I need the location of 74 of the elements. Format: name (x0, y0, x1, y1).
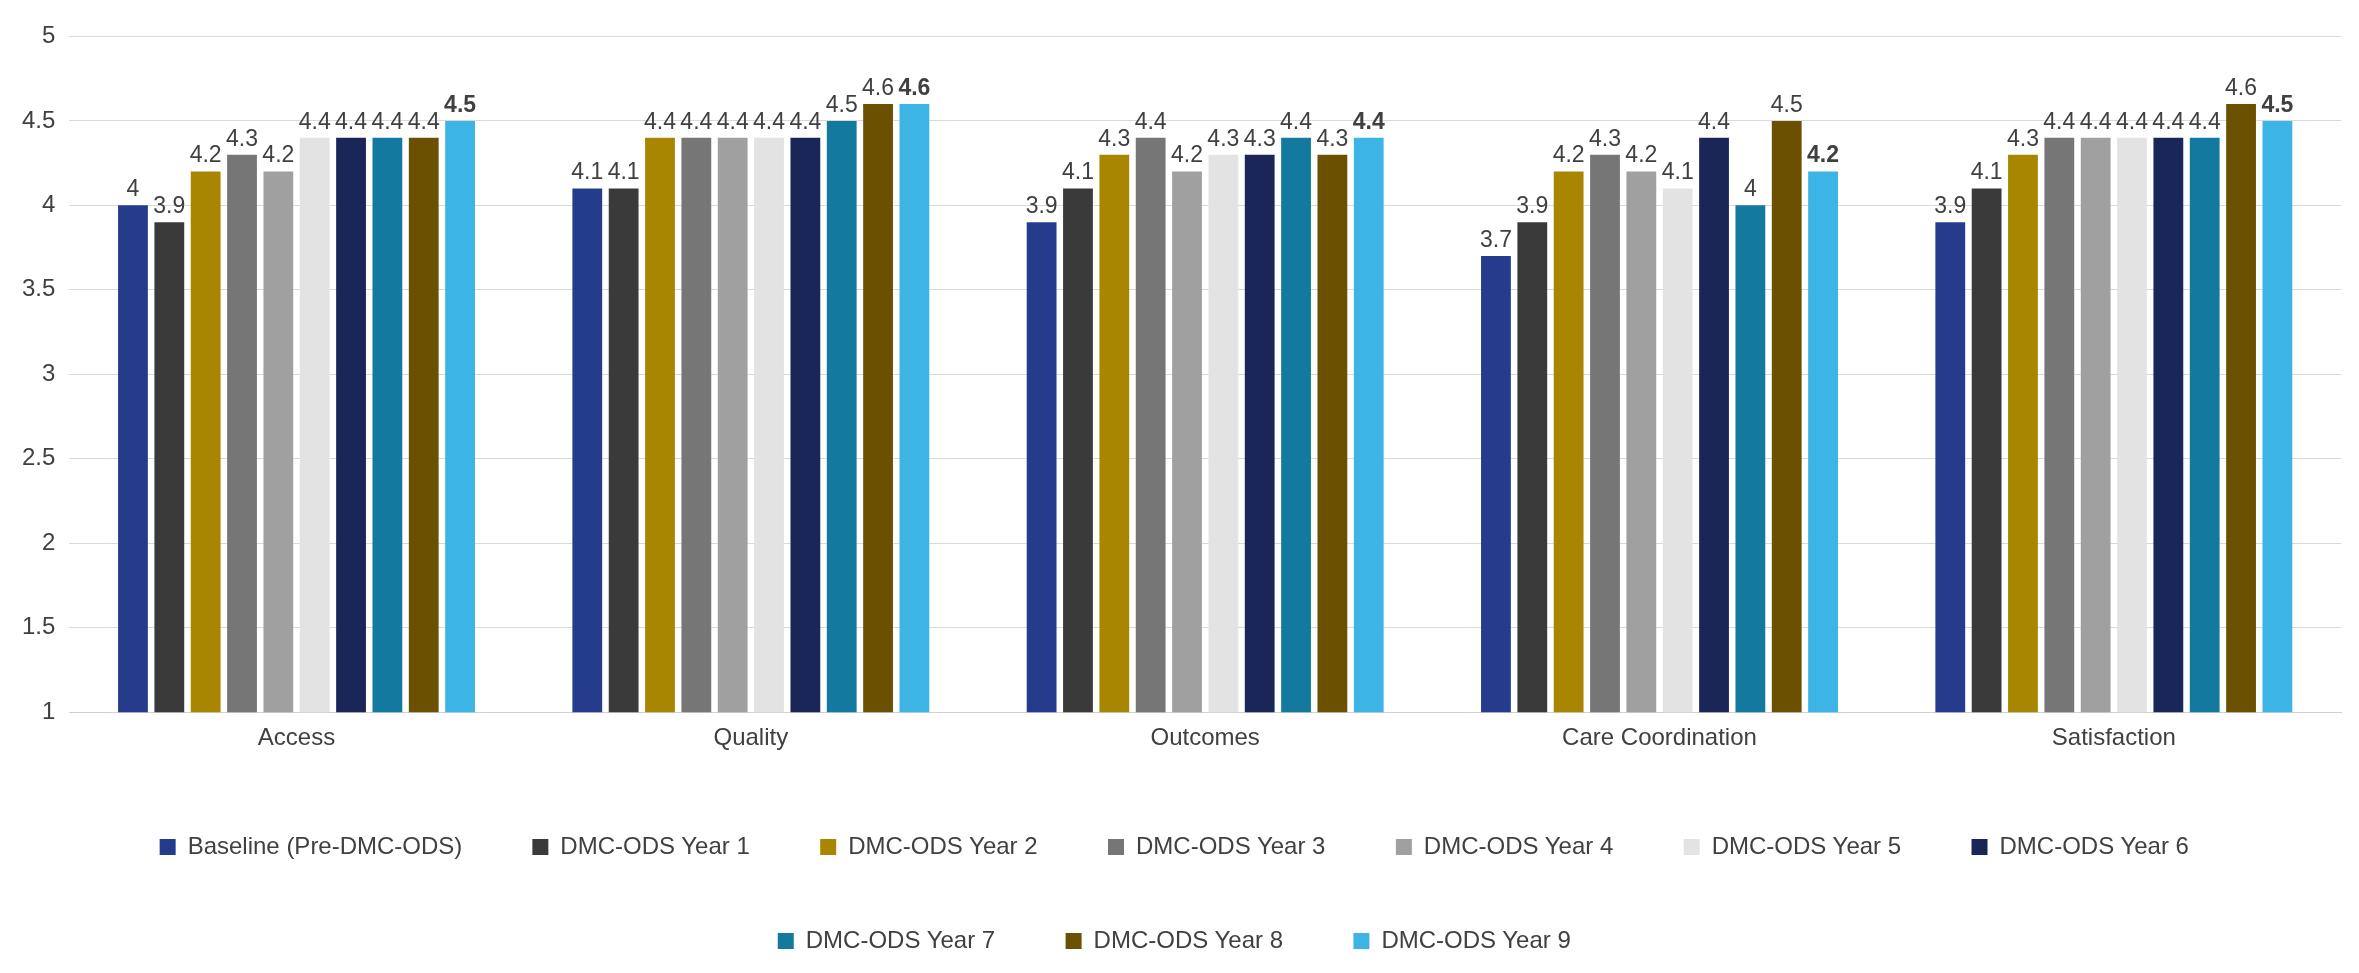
y-tick-label: 1.5 (21, 612, 56, 640)
x-tick-label: Satisfaction (2051, 723, 2176, 751)
data-label: 4.5 (444, 90, 477, 117)
y-tick-label: 3 (42, 358, 56, 386)
data-label: 3.9 (1516, 192, 1549, 219)
data-label: 4.3 (1207, 124, 1240, 151)
legend-label: DMC-ODS Year 2 (848, 831, 1038, 859)
data-label: 4.6 (862, 73, 895, 100)
legend-label: DMC-ODS Year 8 (1093, 925, 1283, 953)
data-label: 4.3 (1589, 124, 1621, 151)
legend-label: DMC-ODS Year 7 (805, 925, 996, 953)
data-label: 4.2 (1552, 141, 1585, 168)
legend-label: DMC-ODS Year 9 (1381, 925, 1571, 953)
x-tick-label: Care Coordination (1562, 723, 1757, 751)
data-label: 4.5 (825, 90, 858, 117)
data-label: 4.4 (335, 107, 368, 134)
data-label: 4.4 (2079, 107, 2112, 134)
data-label: 4.1 (607, 158, 640, 185)
data-label: 4.1 (1061, 158, 1094, 185)
data-label: 4.6 (2225, 73, 2258, 100)
data-label: 4.3 (1098, 124, 1131, 151)
legend-label: DMC-ODS Year 5 (1711, 831, 1902, 859)
data-label: 4.2 (1171, 141, 1203, 168)
x-tick-label: Access (257, 723, 336, 751)
data-label: 4.2 (262, 141, 295, 168)
data-label: 4.1 (1970, 158, 2003, 185)
y-tick-label: 2.5 (21, 443, 56, 471)
data-label: 4.3 (1243, 124, 1276, 151)
x-tick-label: Outcomes (1150, 723, 1260, 751)
legend-label: DMC-ODS Year 3 (1136, 831, 1326, 859)
data-label: 4.4 (2043, 107, 2076, 134)
data-label: 4.5 (2261, 90, 2294, 117)
y-tick-label: 1 (42, 696, 56, 724)
legend-label: Baseline (Pre-DMC-ODS) (187, 831, 463, 859)
data-label: 3.9 (153, 192, 186, 219)
data-label: 3.9 (1025, 192, 1058, 219)
data-label: 4.4 (1698, 107, 1731, 134)
data-label: 4 (126, 175, 140, 202)
data-label: 4.4 (2188, 107, 2221, 134)
data-label: 4.2 (1625, 141, 1658, 168)
data-label: 4.4 (1134, 107, 1167, 134)
y-tick-label: 5 (42, 21, 56, 49)
y-tick-label: 4 (42, 189, 56, 217)
data-label: 4.3 (226, 124, 258, 151)
data-label: 4 (1743, 175, 1757, 202)
data-label: 4.4 (680, 107, 713, 134)
data-label: 4.4 (1352, 107, 1385, 134)
data-label: 4.4 (789, 107, 822, 134)
data-label: 4.3 (2006, 124, 2039, 151)
data-label: 4.2 (1807, 141, 1840, 168)
data-label: 3.9 (1934, 192, 1967, 219)
legend-label: DMC-ODS Year 1 (560, 831, 750, 859)
data-label: 3.7 (1479, 225, 1512, 252)
legend-label: DMC-ODS Year 4 (1423, 831, 1614, 859)
y-tick-label: 3.5 (21, 274, 56, 302)
data-label: 4.4 (298, 107, 331, 134)
data-label: 4.4 (1280, 107, 1313, 134)
data-label: 4.4 (371, 107, 404, 134)
data-label: 4.1 (1661, 158, 1694, 185)
data-label: 4.1 (571, 158, 604, 185)
data-label: 4.4 (2152, 107, 2185, 134)
data-label: 4.6 (898, 73, 931, 100)
data-label: 4.3 (1316, 124, 1349, 151)
data-label: 4.4 (2116, 107, 2149, 134)
y-tick-label: 4.5 (21, 105, 56, 133)
x-tick-label: Quality (713, 723, 789, 751)
data-label: 4.4 (753, 107, 786, 134)
legend-label: DMC-ODS Year 6 (1999, 831, 2189, 859)
data-label: 4.5 (1770, 90, 1803, 117)
y-tick-label: 2 (42, 527, 56, 555)
data-label: 4.4 (644, 107, 677, 134)
data-label: 4.4 (407, 107, 440, 134)
data-label: 4.4 (716, 107, 749, 134)
data-label: 4.2 (189, 141, 222, 168)
